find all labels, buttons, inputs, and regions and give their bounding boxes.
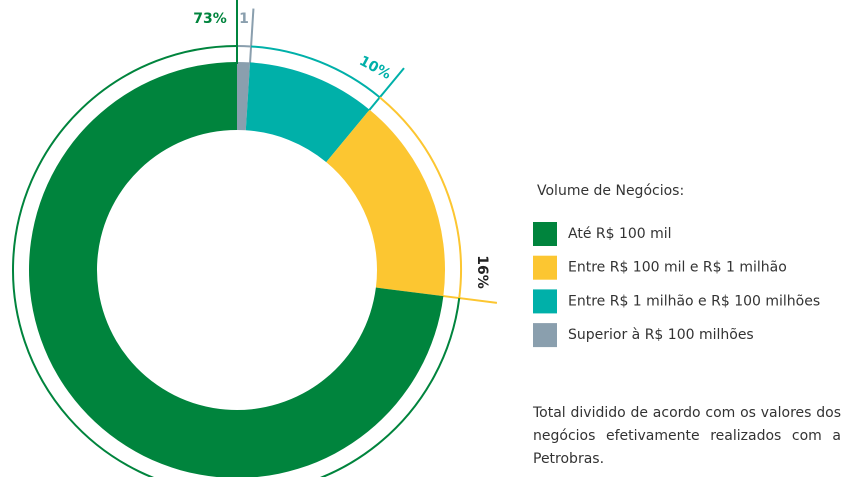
- outer-arc: [379, 96, 462, 299]
- leader-line: [441, 294, 498, 304]
- legend-label: Até R$ 100 mil: [568, 226, 672, 242]
- legend-label: Entre R$ 100 mil e R$ 1 milhão: [568, 260, 787, 276]
- legend-swatch: [533, 255, 557, 280]
- value-label: 73%: [193, 11, 227, 27]
- value-label: 10%: [356, 53, 393, 83]
- value-label: 1: [239, 11, 249, 27]
- pie-slice: [237, 62, 251, 131]
- pie-slice: [245, 62, 370, 163]
- pie-slice: [326, 109, 445, 297]
- legend-swatch: [533, 222, 557, 246]
- legend-swatch: [533, 289, 557, 314]
- pie-slice: [29, 62, 444, 477]
- leader-line: [248, 8, 255, 65]
- note: Total dividido de acordo com os valores …: [533, 405, 841, 467]
- outer-arc: [251, 45, 381, 99]
- legend-label: Entre R$ 1 milhão e R$ 100 milhões: [568, 293, 820, 309]
- outer-arc: [12, 45, 461, 477]
- leader-line: [367, 67, 405, 112]
- legend-swatch: [533, 323, 557, 348]
- legend-title: Volume de Negócios:: [537, 183, 684, 199]
- value-label: 16%: [474, 255, 490, 289]
- legend-label: Superior à R$ 100 milhões: [568, 327, 754, 343]
